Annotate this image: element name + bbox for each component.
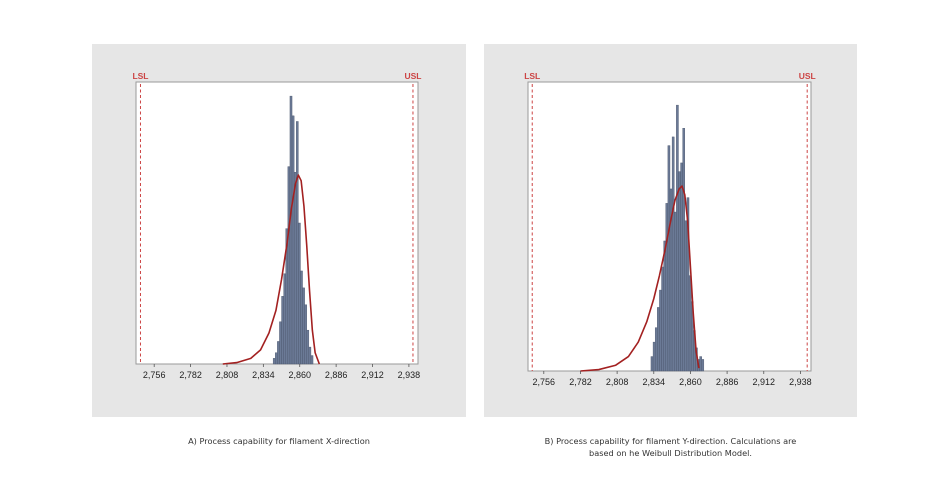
histogram-bar-10 (293, 172, 297, 365)
caption-b-line1: B) Process capability for filament Y-dir… (544, 436, 797, 446)
histogram-bar-14 (302, 287, 305, 365)
x-tick-label-6: 2,912 (752, 377, 775, 387)
lsl-label: LSL (524, 71, 540, 81)
histogram-bar-5 (661, 266, 664, 372)
histogram-bar-10 (671, 136, 675, 372)
histogram-bar-16 (684, 220, 688, 372)
histogram-bar-7 (665, 203, 669, 372)
histogram-bar-7 (287, 166, 291, 365)
histogram-bar-3 (279, 321, 282, 365)
x-tick-label-7: 2,938 (789, 377, 812, 387)
x-tick-label-4: 2,860 (679, 377, 702, 387)
histogram-bar-0 (272, 358, 276, 365)
x-tick-label-5: 2,886 (325, 370, 348, 380)
histogram-bar-0 (650, 356, 654, 372)
histogram-bar-18 (310, 355, 314, 365)
x-tick-label-0: 2,756 (533, 377, 556, 387)
chart-panel-y: LSL USL 2,756 2,782 2,808 2,834 2,860 2,886 2,91… (484, 44, 857, 417)
x-tick-label-2: 2,808 (606, 377, 629, 387)
x-tick-label-7: 2,938 (398, 370, 421, 380)
histogram-bar-16 (306, 329, 310, 365)
histogram-bar-9 (291, 115, 295, 365)
histogram-bar-12 (676, 104, 679, 372)
histogram-bar-23 (699, 356, 702, 372)
chart-panel-x: LSL USL 2,756 2,782 2,808 2,834 2,860 2,886 2,91… (92, 44, 466, 417)
histogram-bar-2 (654, 327, 658, 372)
histogram-bar-3 (657, 307, 660, 372)
caption-b-line2: based on he Weibull Distribution Model. (589, 448, 752, 458)
x-tick-label-2: 2,808 (216, 370, 239, 380)
caption-y-direction: B) Process capability for filament Y-dir… (484, 435, 857, 459)
x-tick-label-0: 2,756 (143, 370, 166, 380)
capability-chart-y: LSL USL 2,756 2,782 2,808 2,834 2,860 2,886 2,91… (524, 71, 816, 387)
histogram-bar-13 (678, 171, 681, 372)
distribution-curve (222, 174, 321, 365)
histogram-bar-15 (682, 128, 685, 372)
x-tick-label-6: 2,912 (361, 370, 384, 380)
histogram-bar-17 (308, 346, 312, 365)
x-tick-label-1: 2,782 (569, 377, 592, 387)
x-tick-label-4: 2,860 (288, 370, 311, 380)
histogram-bar-1 (275, 352, 278, 365)
histogram-bar-24 (701, 359, 705, 372)
plot-area (135, 81, 419, 365)
histogram-bar-8 (667, 145, 671, 372)
histogram-bar-6 (663, 240, 666, 372)
histogram-bar-1 (652, 341, 656, 372)
histogram-bar-5 (283, 273, 286, 365)
x-tick-label-1: 2,782 (179, 370, 202, 380)
caption-x-direction: A) Process capability for filament X-dir… (92, 435, 466, 447)
histogram-bar-18 (688, 275, 692, 372)
histogram-bar-14 (680, 162, 683, 372)
x-tick-label-3: 2,834 (252, 370, 275, 380)
histogram-bar-11 (296, 121, 299, 365)
distribution-curve (580, 185, 700, 372)
x-tick-label-5: 2,886 (716, 377, 739, 387)
histogram-bar-12 (298, 222, 301, 365)
histogram-bar-15 (304, 304, 307, 365)
histogram-bar-8 (289, 95, 293, 365)
usl-label: USL (404, 71, 421, 81)
histogram-bar-2 (277, 341, 280, 365)
caption-a-text: A) Process capability for filament X-dir… (188, 436, 370, 446)
capability-chart-x: LSL USL 2,756 2,782 2,808 2,834 2,860 2,886 2,91… (132, 71, 421, 380)
histogram-bar-11 (674, 211, 677, 372)
histogram-bar-4 (659, 289, 662, 372)
usl-label: USL (799, 71, 816, 81)
histogram-bar-13 (300, 270, 303, 365)
histogram-bar-4 (281, 296, 284, 365)
lsl-label: LSL (132, 71, 148, 81)
x-tick-label-3: 2,834 (643, 377, 666, 387)
